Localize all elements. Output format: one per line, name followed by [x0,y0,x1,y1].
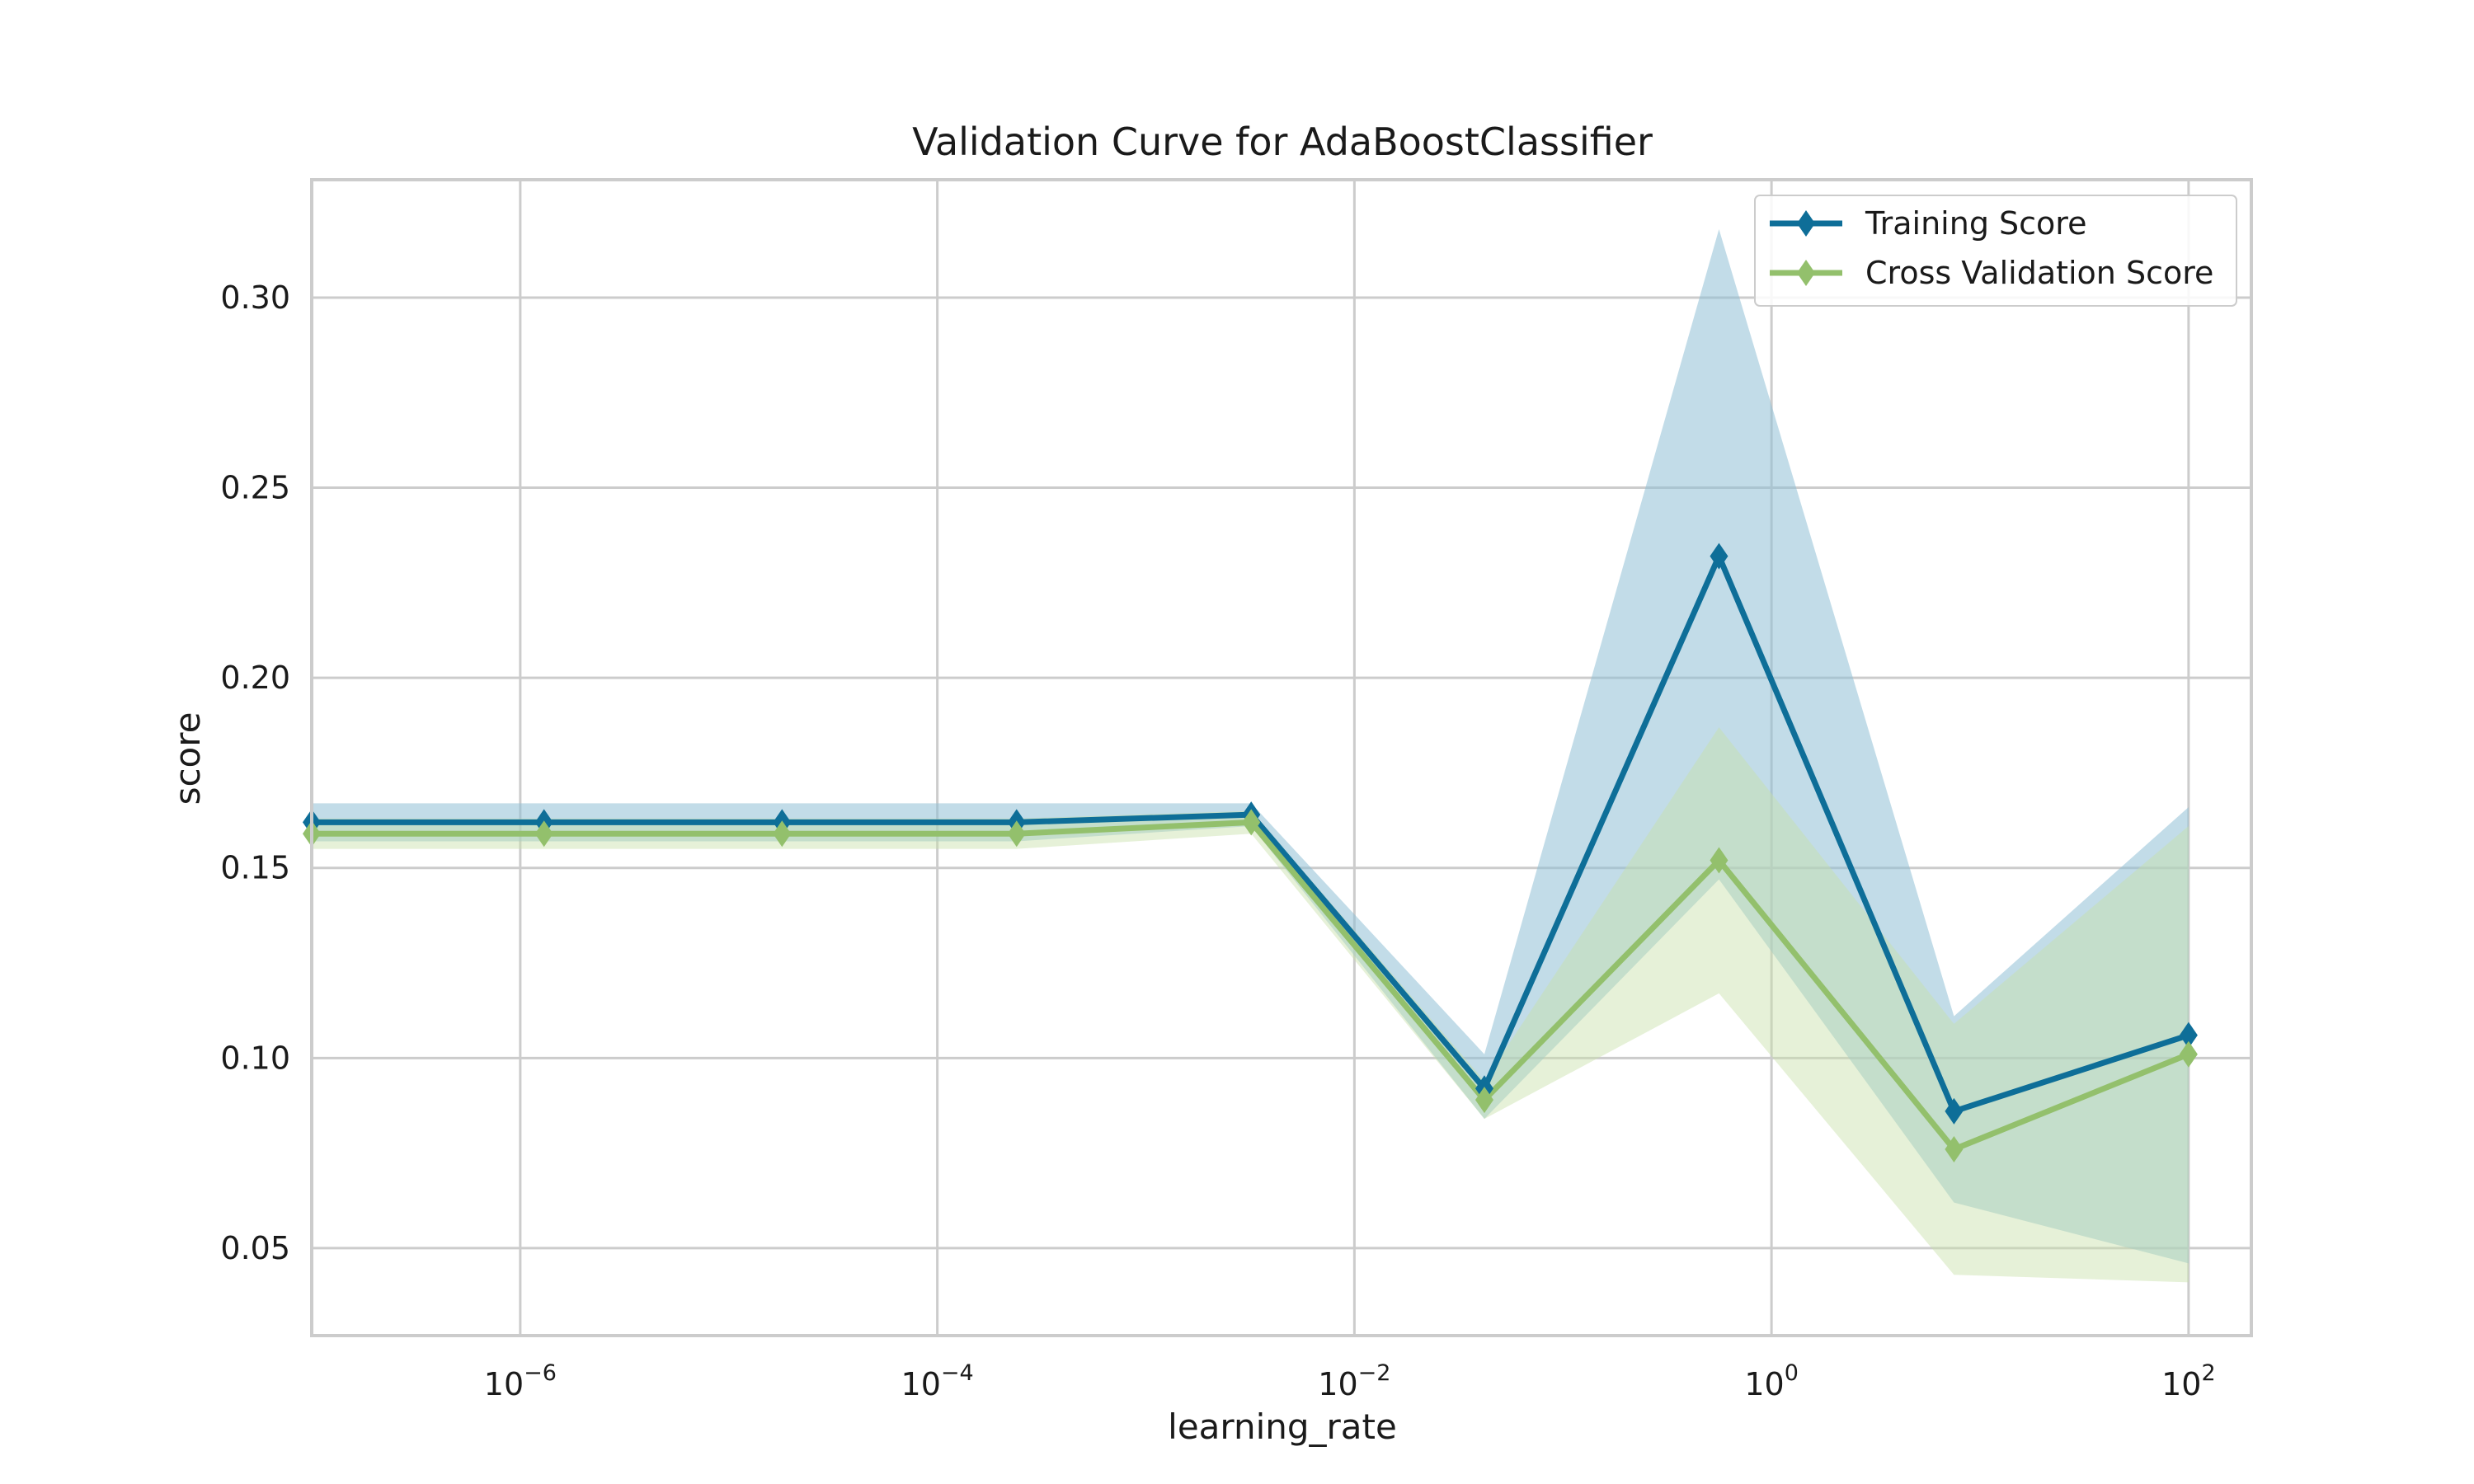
y-tick-label: 0.10 [220,1040,290,1076]
x-axis-label: learning_rate [1168,1407,1397,1447]
data-point-cv [534,820,553,848]
legend-label: Training Score [1865,205,2086,242]
data-point-cv [2179,1040,2198,1068]
data-point-cv [1242,809,1261,836]
x-tick-label: 100 [1744,1360,1799,1402]
legend: Training Score Cross Validation Score [1754,195,2237,307]
y-tick-label: 0.05 [220,1230,290,1266]
data-point-cv [773,820,792,848]
x-tick-label: 10−4 [901,1360,974,1402]
data-point-cv [1945,1136,1964,1163]
grid-lines [312,180,2251,1336]
y-tick-label: 0.20 [220,660,290,696]
y-axis-label: score [167,712,208,805]
legend-marker [1797,210,1815,237]
data-point-cv [1475,1087,1493,1114]
data-point-cv [1710,847,1729,874]
data-point-training [1945,1097,1964,1125]
y-tick-label: 0.30 [220,279,290,316]
x-tick-labels: 10−6 10−4 10−2 100 102 [484,1360,2216,1402]
y-tick-label: 0.25 [220,470,290,506]
confidence-bands [312,228,2189,1283]
x-tick-label: 10−6 [484,1360,557,1402]
legend-label: Cross Validation Score [1865,255,2213,291]
legend-box [1754,195,2237,307]
chart-title: Validation Curve for AdaBoostClassifier [912,120,1653,164]
data-point-training [1710,542,1729,570]
y-tick-label: 0.15 [220,850,290,886]
y-tick-labels: 0.05 0.10 0.15 0.20 0.25 0.30 [220,279,290,1266]
plot-frame [310,178,2253,1337]
data-point-cv [1007,820,1026,848]
x-tick-label: 10−2 [1318,1360,1390,1402]
confidence-band-training [312,228,2189,1264]
data-point-training [2179,1021,2198,1049]
x-tick-label: 102 [2161,1360,2216,1402]
legend-marker [1797,260,1815,286]
